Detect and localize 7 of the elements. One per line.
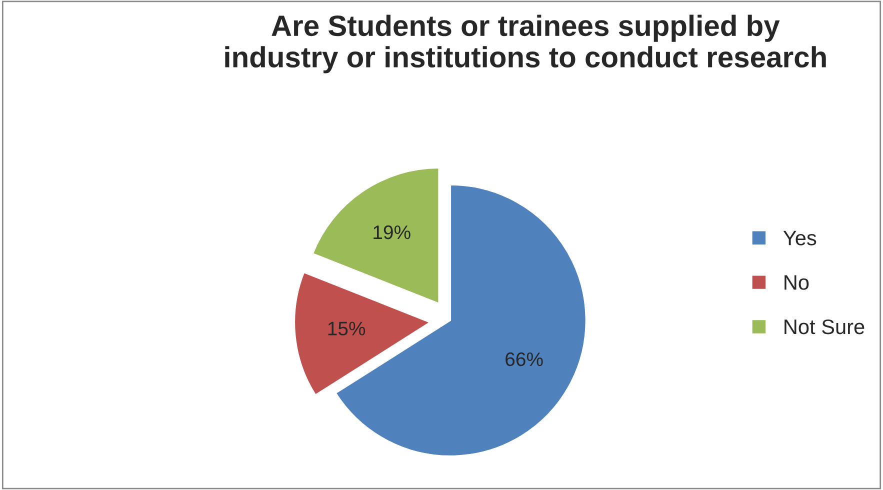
legend-label: Not Sure	[784, 319, 864, 334]
chart-title: Are Students or trainees supplied by industry or institutions to conduct research	[225, 14, 826, 74]
data-label: 15%	[328, 322, 366, 336]
legend-label: No	[784, 275, 809, 290]
data-label: 66%	[506, 352, 543, 366]
data-label: 19%	[374, 225, 410, 240]
legend-label: Yes	[783, 230, 816, 246]
